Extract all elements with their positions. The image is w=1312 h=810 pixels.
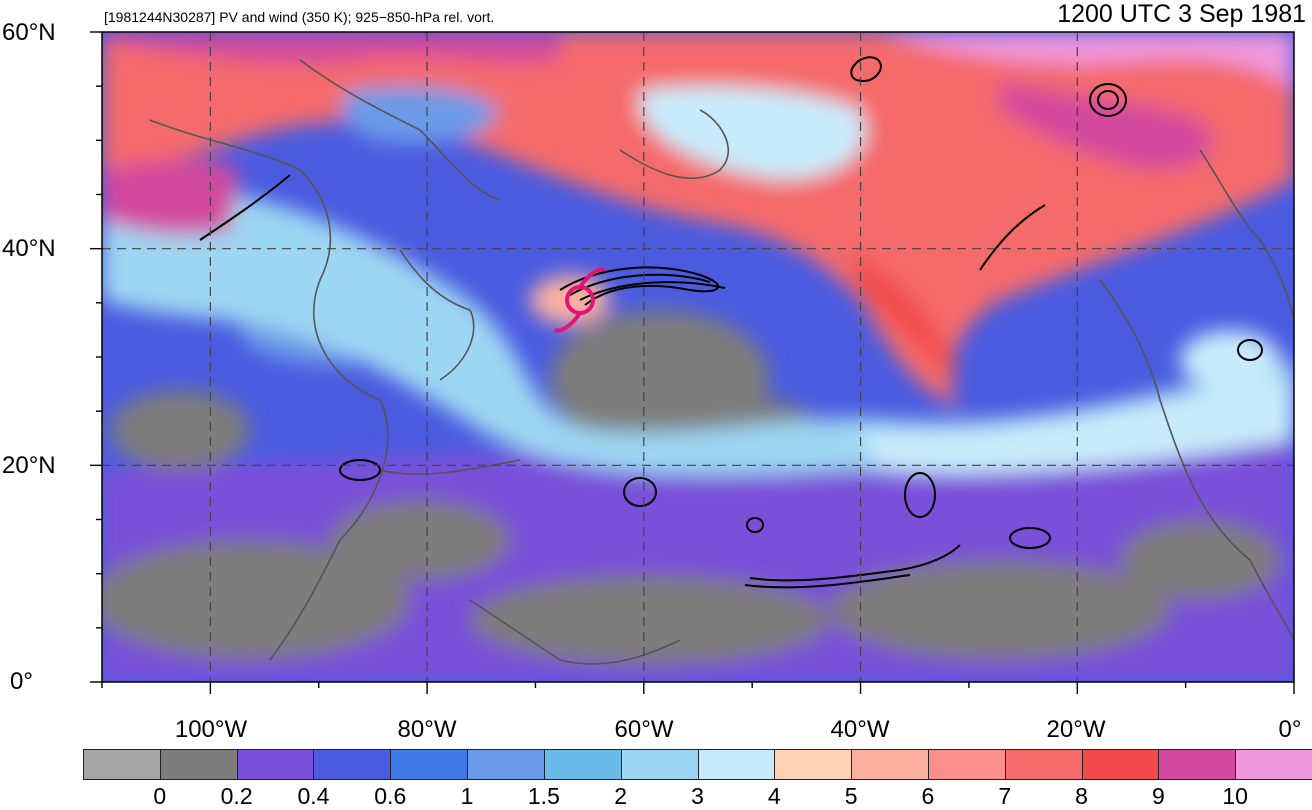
- lon-label: 40°W: [830, 716, 890, 743]
- colorbar-label: 2: [614, 783, 628, 809]
- colorbar-swatch: [83, 749, 161, 780]
- lat-label: 60°N: [2, 19, 56, 46]
- coastlines: [149, 59, 1294, 665]
- graticule: [102, 32, 1294, 682]
- colorbar-swatch: [697, 749, 776, 780]
- map-title: 1200 UTC 3 Sep 1981: [1057, 0, 1306, 28]
- colorbar-label: 10: [1222, 783, 1248, 809]
- lon-label: 20°W: [1046, 716, 1106, 743]
- colorbar-swatch: [390, 749, 469, 780]
- lat-label: 20°N: [2, 452, 56, 479]
- colorbar-swatch: [313, 749, 392, 780]
- colorbar-swatch: [927, 749, 1006, 780]
- colorbar-swatch: [543, 749, 622, 780]
- colorbar-swatch: [1235, 749, 1312, 780]
- colorbar-swatch: [236, 749, 315, 780]
- lon-label: 60°W: [614, 716, 674, 743]
- colorbar-label: 1.5: [527, 783, 560, 809]
- lon-label: 100°W: [174, 716, 248, 743]
- colorbar-swatch: [1081, 749, 1160, 780]
- colorbar-swatch: [774, 749, 853, 780]
- axis-ticks: [90, 31, 1295, 694]
- lat-label: 40°N: [2, 235, 56, 262]
- colorbar-label: 0.4: [297, 783, 330, 809]
- lon-label: 0°: [1278, 716, 1302, 743]
- colorbar-swatch: [851, 749, 929, 780]
- lat-label: 0°: [10, 668, 33, 695]
- colorbar-swatch: [467, 749, 545, 780]
- colorbar-label: 7: [998, 783, 1012, 809]
- colorbar-label: 3: [691, 783, 704, 809]
- colorbar-label: 0: [153, 783, 167, 809]
- colorbar-label: 6: [921, 783, 935, 809]
- tc-marker-icon: [554, 267, 606, 333]
- colorbar-label: 9: [1151, 783, 1165, 809]
- colorbar-label: 8: [1075, 783, 1088, 809]
- colorbar-label: 0.6: [374, 783, 407, 809]
- pv-field: [102, 32, 1294, 682]
- colorbar-swatch: [159, 749, 238, 780]
- colorbar-swatch: [620, 749, 699, 780]
- colorbar-label: 1: [460, 783, 474, 809]
- map-subtitle: [1981244N30287] PV and wind (350 K); 925…: [104, 9, 495, 25]
- colorbar-label: 5: [844, 783, 858, 809]
- colorbar-label: 4: [767, 783, 781, 809]
- colorbar-swatch: [1004, 749, 1083, 780]
- vorticity-contours: [199, 56, 1263, 589]
- colorbar-swatch: [1158, 749, 1237, 780]
- lon-label: 80°W: [397, 716, 457, 743]
- colorbar-label: 0.2: [220, 783, 253, 809]
